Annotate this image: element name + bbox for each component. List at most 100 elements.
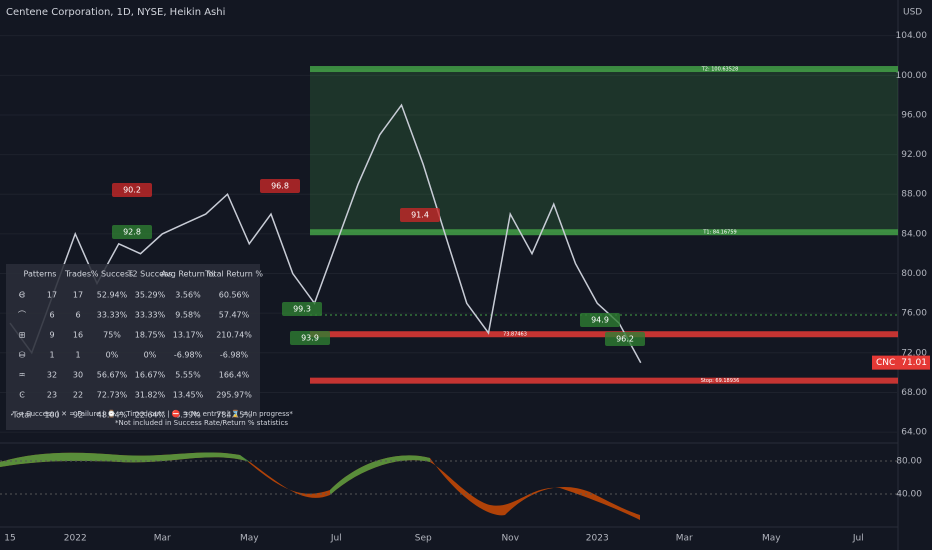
- y-tick-label: 84.00: [901, 229, 927, 239]
- oscillator: [0, 452, 640, 520]
- table-cell: -6.98%: [174, 351, 203, 360]
- y-tick-label: 104.00: [896, 31, 928, 41]
- table-cell: 13.17%: [173, 331, 204, 340]
- table-cell: 13.45%: [173, 391, 204, 400]
- table-cell: 6: [75, 311, 80, 320]
- x-tick-label: 2023: [586, 534, 609, 544]
- pattern-label: 93.9: [301, 334, 319, 343]
- pattern-tag: [605, 332, 645, 346]
- table-cell: 5.55%: [175, 371, 201, 380]
- table-cell: 17: [47, 291, 57, 300]
- table-cell: 16.67%: [135, 371, 166, 380]
- table-legend: ✓ = Success | ✕ = Failure | ⌚ = Timed ou…: [10, 409, 293, 418]
- table-cell: 784.15%: [216, 411, 252, 420]
- table-cell: 52.94%: [97, 291, 128, 300]
- table-cell: 33.33%: [97, 311, 128, 320]
- pattern-tag: [580, 313, 620, 327]
- level-line: [310, 331, 898, 338]
- pattern-label: 92.8: [123, 228, 141, 237]
- table-cell: ⊞: [19, 331, 26, 340]
- pattern-tag: [282, 302, 322, 316]
- table-cell: 22: [73, 391, 83, 400]
- table-cell: 56.67%: [97, 371, 128, 380]
- table-cell: 100: [44, 411, 59, 420]
- table-cell: ⌒: [18, 311, 26, 320]
- stats-table: [6, 264, 260, 430]
- table-cell: 1: [49, 351, 54, 360]
- table-cell: 16: [73, 331, 83, 340]
- table-cell: 6.39%: [175, 411, 201, 420]
- y-tick-label: 88.00: [901, 190, 927, 200]
- x-tick-label: Sep: [415, 534, 432, 544]
- pattern-label: 99.3: [293, 305, 311, 314]
- level-line: [310, 377, 898, 384]
- price-badge: [872, 355, 930, 370]
- x-tick-label: 15: [4, 534, 15, 544]
- y-tick-label: 92.00: [901, 150, 927, 160]
- table-cell: Ͼ: [19, 391, 25, 400]
- level-label: Stop: 69.18936: [701, 378, 740, 384]
- table-header: T2 Success: [127, 270, 173, 279]
- table-cell: Total: [12, 411, 32, 420]
- table-cell: ♒: [18, 371, 25, 380]
- table-cell: 9: [49, 331, 54, 340]
- price-line: [9, 103, 642, 364]
- table-cell: 57.47%: [219, 311, 250, 320]
- table-cell: 22.64%: [135, 411, 166, 420]
- table-cell: 35.29%: [135, 291, 166, 300]
- table-cell: 31.82%: [135, 391, 166, 400]
- level-line: [310, 229, 898, 236]
- table-header: Patterns: [24, 270, 57, 279]
- x-tick-label: May: [240, 534, 259, 544]
- y-tick-label: 100.00: [896, 71, 928, 81]
- y-tick-label: 68.00: [901, 388, 927, 398]
- pattern-label: 94.9: [591, 316, 609, 325]
- table-cell: 3.56%: [175, 291, 201, 300]
- x-tick-label: Jul: [852, 534, 864, 544]
- chart-title: Centene Corporation, 1D, NYSE, Heikin As…: [6, 7, 225, 18]
- price-ticker: CNC: [876, 358, 895, 368]
- price-value: 71.01: [901, 358, 927, 368]
- table-cell: 0%: [106, 351, 119, 360]
- table-cell: 0%: [144, 351, 157, 360]
- table-cell: 75%: [103, 331, 121, 340]
- table-header: Total Return %: [204, 270, 263, 279]
- table-cell: 92: [73, 411, 83, 420]
- x-tick-label: Nov: [501, 534, 519, 544]
- x-tick-label: Jul: [330, 534, 342, 544]
- y-tick-label: 76.00: [901, 309, 927, 319]
- table-header: Trades: [64, 270, 91, 279]
- table-cell: 48.44%: [97, 411, 128, 420]
- x-tick-label: 2022: [64, 534, 87, 544]
- x-tick-label: May: [762, 534, 781, 544]
- table-cell: 30: [73, 371, 83, 380]
- level-line: [310, 66, 898, 73]
- table-cell: 6: [49, 311, 54, 320]
- table-cell: 23: [47, 391, 57, 400]
- oscillator-band: [0, 452, 640, 520]
- table-header: Avg Return %: [161, 270, 215, 279]
- osc-tick-label: 80.00: [896, 457, 922, 467]
- table-cell: 60.56%: [219, 291, 250, 300]
- table-cell: -6.98%: [220, 351, 249, 360]
- table-footnote: *Not included in Success Rate/Return % s…: [115, 419, 288, 427]
- axis-unit: USD: [903, 8, 922, 18]
- pattern-label: 91.4: [411, 211, 429, 220]
- pattern-label: 96.2: [616, 335, 634, 344]
- table-header: % Success: [91, 270, 133, 279]
- table-cell: 9.58%: [175, 311, 201, 320]
- y-tick-label: 80.00: [901, 269, 927, 279]
- table-cell: Ꞡ: [19, 291, 26, 300]
- osc-tick-label: 40.00: [896, 490, 922, 500]
- pattern-label: 90.2: [123, 186, 141, 195]
- level-label: T1: 84.16759: [702, 230, 736, 236]
- x-tick-label: Mar: [676, 534, 693, 544]
- pattern-tag: [400, 208, 440, 222]
- level-label: 73.87463: [503, 332, 527, 338]
- level-label: T2: 100.63528: [701, 67, 739, 73]
- table-cell: 295.97%: [216, 391, 252, 400]
- table-cell: 210.74%: [216, 331, 252, 340]
- table-cell: 166.4%: [219, 371, 250, 380]
- table-cell: ⛁: [19, 351, 26, 360]
